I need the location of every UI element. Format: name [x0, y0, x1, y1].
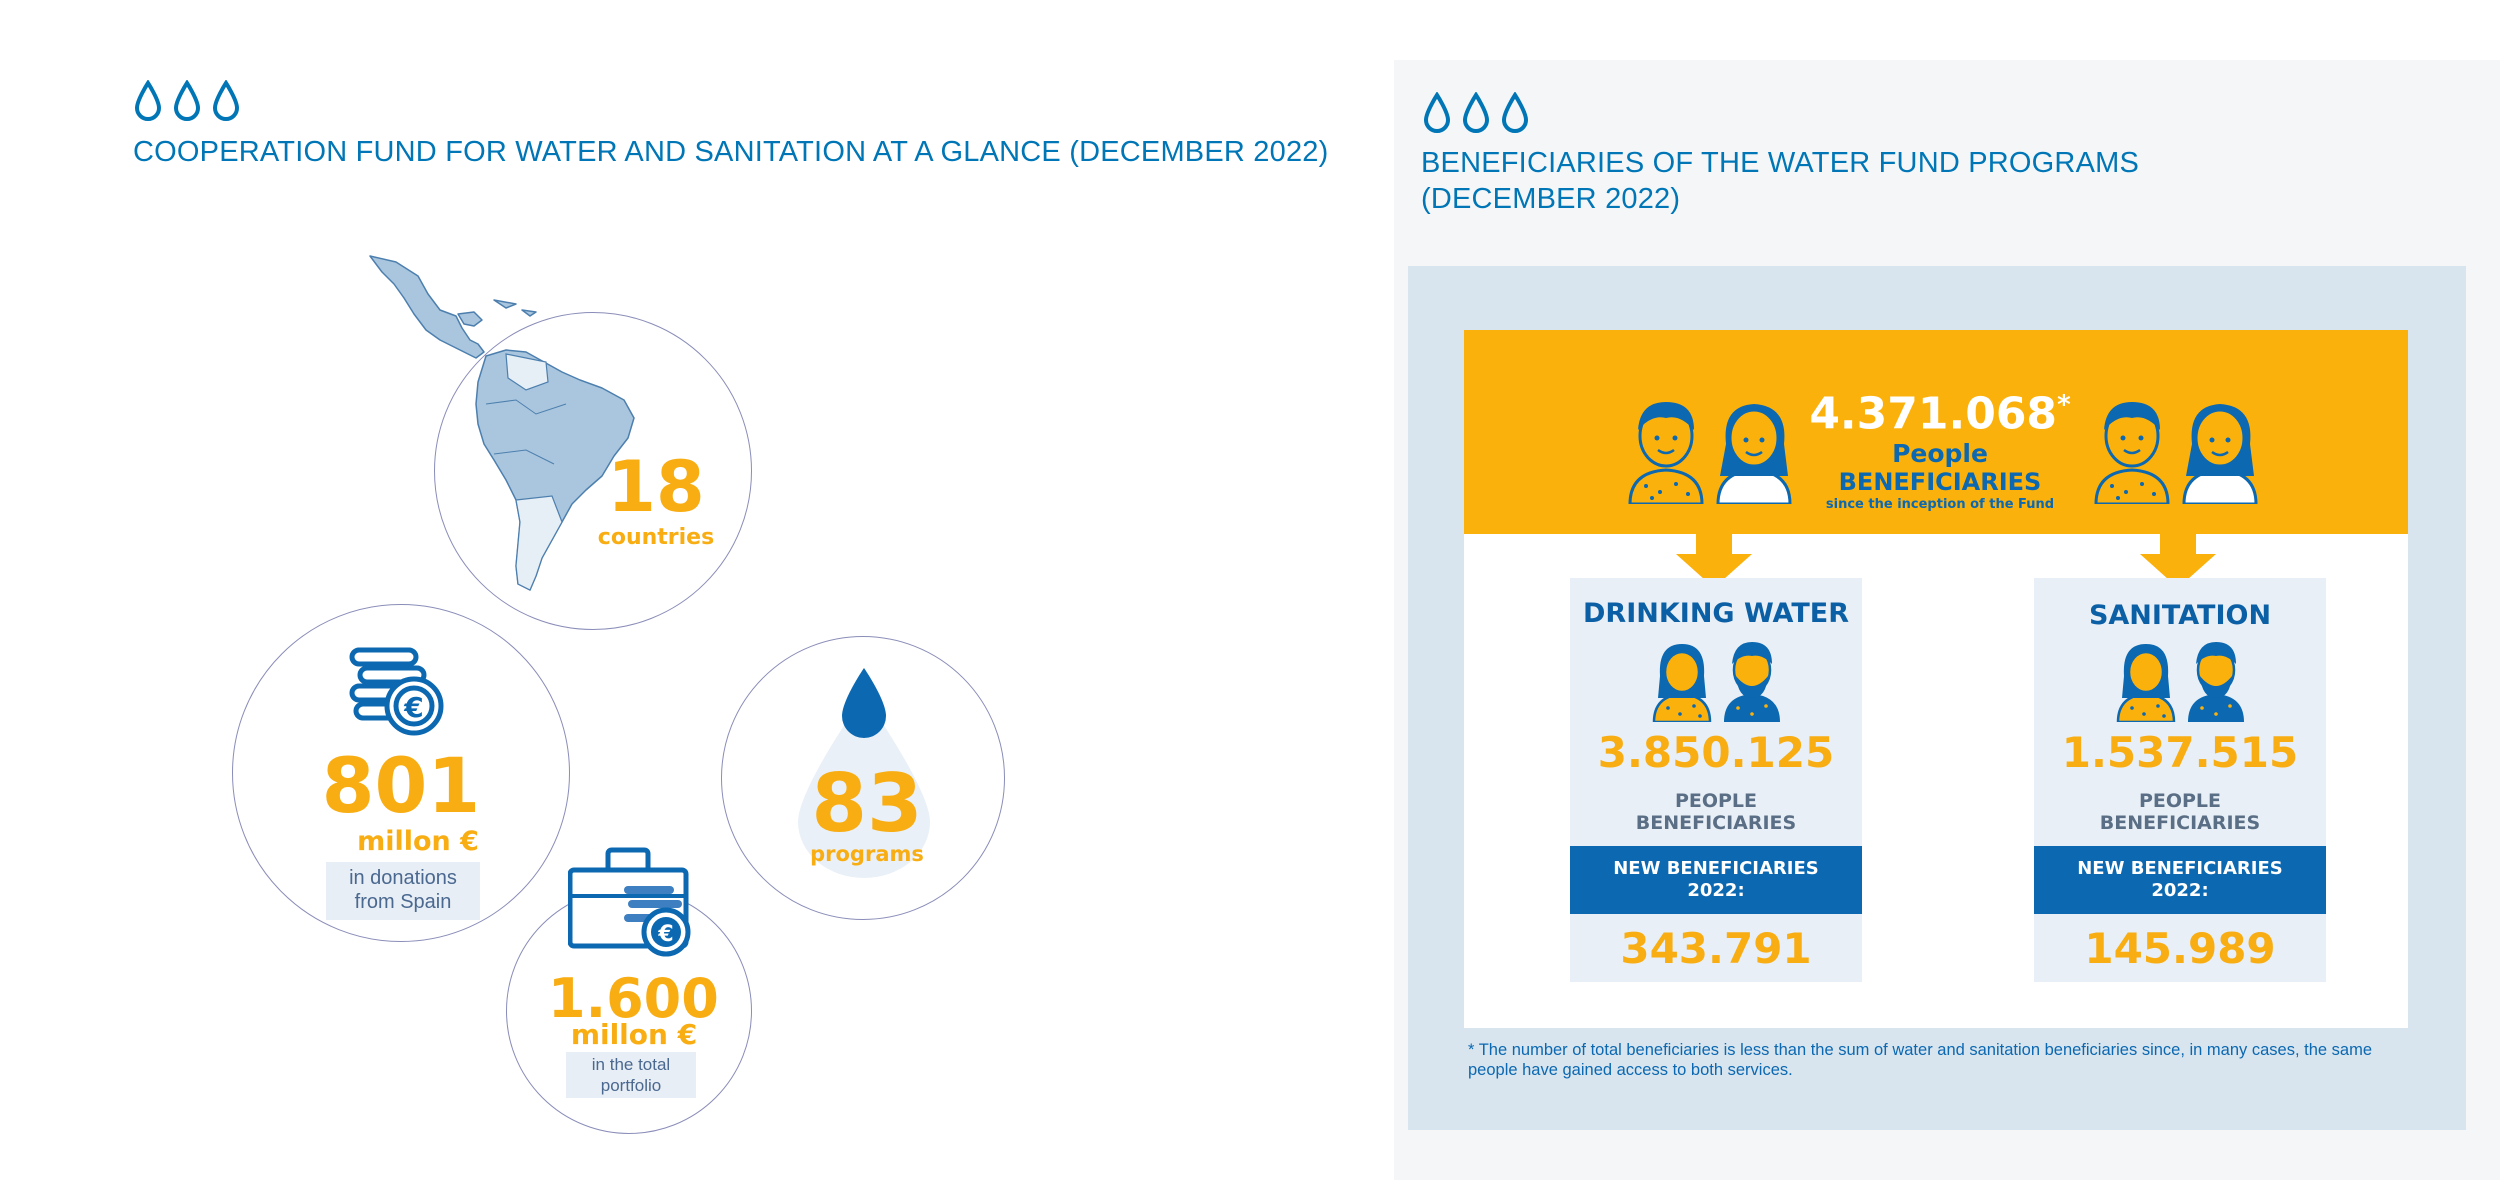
- coins-euro-icon: €: [346, 644, 450, 744]
- water-drop-icon: [794, 660, 934, 884]
- people-illustration-left: [1622, 392, 1802, 508]
- sanitation-title: SANITATION: [2088, 600, 2272, 631]
- sanitation-new-beneficiaries-value: 145.989: [2084, 924, 2276, 973]
- portfolio-note: in the total portfolio: [566, 1052, 696, 1098]
- sanitation-label: PEOPLE BENEFICIARIES: [2099, 790, 2261, 834]
- people-icon-sanitation: [2114, 636, 2250, 726]
- total-beneficiaries-value: 4.371.068*: [1809, 388, 2071, 440]
- sanitation-new-beneficiaries-band: NEW BENEFICIARIES 2022:: [2034, 846, 2326, 914]
- briefcase-euro-icon: €: [567, 846, 698, 968]
- countries-count: 18: [607, 446, 705, 528]
- water-drops-icon-right: [1423, 92, 1529, 134]
- sanitation-card: SANITATION 1.537.515 PEOPLE BENEFICIARIE…: [2034, 578, 2326, 982]
- sanitation-value: 1.537.515: [2061, 728, 2299, 777]
- drinking-water-title: DRINKING WATER: [1583, 598, 1849, 629]
- svg-text:€: €: [403, 691, 423, 724]
- programs-circle: [721, 636, 1005, 920]
- donations-unit: millon €: [357, 826, 479, 857]
- drinking-water-card: DRINKING WATER 3.850.125 PEOPLE BENEFICI…: [1570, 578, 1862, 982]
- portfolio-unit: millon €: [570, 1018, 698, 1051]
- portfolio-amount: 1.600: [548, 967, 719, 1030]
- programs-label: programs: [810, 842, 924, 866]
- drinking-new-beneficiaries-value: 343.791: [1620, 924, 1812, 973]
- donations-note: in donations from Spain: [326, 862, 480, 920]
- water-drops-icon: [134, 80, 240, 122]
- countries-circle: [434, 312, 752, 630]
- arrow-down-icon-left: [1676, 532, 1752, 592]
- people-illustration-right: [2088, 392, 2268, 508]
- countries-label: countries: [597, 525, 715, 550]
- beneficiaries-title: BENEFICIARIES OF THE WATER FUND PROGRAMS…: [1421, 147, 2140, 215]
- programs-count: 83: [811, 757, 923, 850]
- footnote: * The number of total beneficiaries is l…: [1468, 1041, 2373, 1079]
- page-title: COOPERATION FUND FOR WATER AND SANITATIO…: [133, 136, 1329, 168]
- donations-circle: [232, 604, 570, 942]
- latin-america-map-icon: [366, 254, 666, 598]
- drinking-water-value: 3.850.125: [1597, 728, 1835, 777]
- drinking-water-label: PEOPLE BENEFICIARIES: [1635, 790, 1797, 834]
- arrow-down-icon-right: [2140, 532, 2216, 592]
- donations-amount: 801: [321, 741, 481, 830]
- total-beneficiaries: 4.371.068* People BENEFICIARIES since th…: [1800, 380, 2080, 514]
- people-icon-drinking: [1650, 636, 1786, 726]
- drinking-new-beneficiaries-band: NEW BENEFICIARIES 2022:: [1570, 846, 1862, 914]
- svg-text:€: €: [657, 922, 673, 947]
